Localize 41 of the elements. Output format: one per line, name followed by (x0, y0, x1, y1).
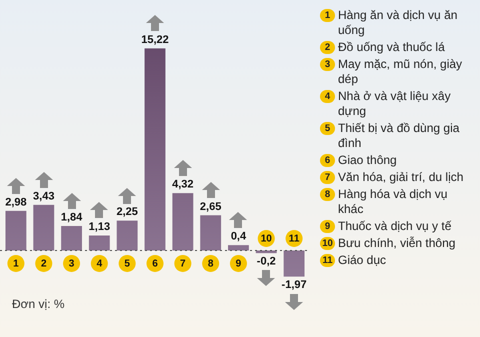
x-tick-label: 3 (68, 258, 75, 270)
data-label: -1,97 (282, 279, 307, 292)
text: Nhà ở và vật liệu xây dựng (338, 89, 452, 119)
x-tick-label: 8 (208, 258, 214, 270)
category-label: 3 (324, 59, 330, 70)
data-label: 2,98 (5, 196, 27, 208)
text: Văn hóa, giải trí, du lịch (338, 170, 464, 185)
x-tick-label: 7 (180, 258, 186, 270)
text: Thiết bị và đồ dùng gia đình (338, 121, 460, 151)
text: Đơn vị: % (12, 297, 65, 311)
text: Đồ uống và thuốc lá (338, 40, 445, 55)
data-label: 3,43 (33, 190, 54, 202)
text: Giáo dục (338, 253, 386, 268)
data-label: 1,84 (60, 212, 84, 224)
category-label: 6 (324, 155, 330, 166)
x-tick-label: 2 (40, 258, 47, 270)
text: Bưu chính, viễn thông (338, 236, 456, 251)
data-label: 2,65 (200, 200, 222, 213)
data-label: 0,4 (230, 230, 247, 243)
data-label: 4,32 (172, 178, 194, 191)
category-label: 4 (324, 91, 330, 102)
text: Giao thông (338, 153, 397, 168)
x-tick-label: 5 (124, 258, 130, 270)
text: Hàng ăn và dịch vụ ăn uống (338, 8, 458, 38)
x-tick-label: 1 (13, 258, 20, 270)
x-tick-label: 6 (152, 258, 158, 270)
category-label: 8 (324, 189, 330, 200)
data-label: 1,13 (88, 220, 110, 233)
category-label: 7 (324, 172, 330, 183)
data-label: 15,22 (141, 34, 169, 46)
x-tick-label: 9 (236, 258, 242, 270)
text: Thuốc và dịch vụ y tế (338, 219, 452, 234)
data-label: 2,25 (116, 206, 138, 218)
category-label: 9 (324, 221, 330, 232)
text: May mặc, mũ nón, giày dép (338, 57, 464, 87)
data-label: -0,2 (256, 256, 276, 268)
x-tick-label: 4 (96, 258, 103, 270)
category-label: 1 (324, 10, 330, 21)
category-label: 5 (324, 123, 330, 134)
text: Hàng hóa và dịch vụ khác (338, 187, 448, 217)
category-label: 2 (324, 42, 330, 53)
